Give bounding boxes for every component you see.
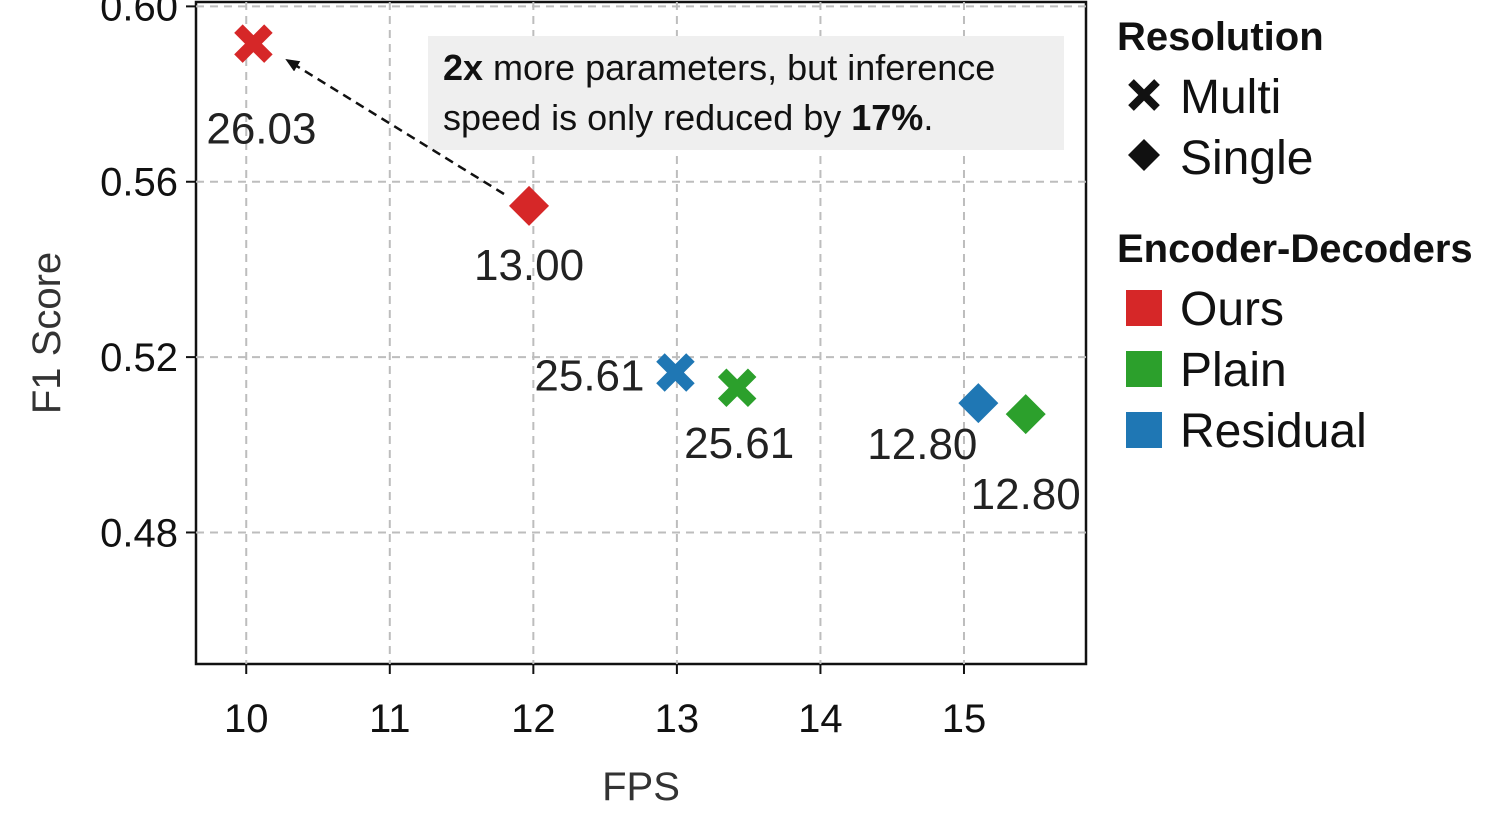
legend-single-diamond-icon — [1128, 139, 1160, 171]
legend-ours-swatch — [1126, 290, 1162, 326]
x-tick-label: 15 — [942, 697, 987, 741]
legend-label-ours: Ours — [1180, 283, 1284, 336]
annotation-line-2: speed is only reduced by 17%. — [443, 97, 933, 138]
x-tick-label: 14 — [798, 697, 843, 741]
y-tick-label: 0.48 — [100, 511, 178, 555]
legend-multi-x-icon — [1128, 79, 1160, 111]
y-axis-ticks: 0.60 0.56 0.52 0.48 — [100, 0, 196, 555]
x-tick-label: 13 — [655, 697, 700, 741]
legend-label-multi: Multi — [1180, 71, 1281, 124]
annotation-text-b: speed is only reduced by — [443, 97, 851, 138]
data-point-residual-multi — [656, 353, 695, 392]
annotation-bold-percent: 17% — [851, 97, 923, 138]
data-label-residual-multi: 25.61 — [534, 351, 644, 400]
y-axis-title: F1 Score — [25, 252, 69, 414]
data-label-residual-single: 12.80 — [867, 420, 977, 469]
annotation-bold-2x: 2x — [443, 47, 483, 88]
y-tick-label: 0.60 — [100, 0, 178, 29]
legend: Resolution Multi Single Encoder-Decoders… — [1117, 15, 1473, 458]
x-axis-ticks: 10 11 12 13 14 15 — [224, 664, 986, 741]
data-point-plain-multi — [717, 368, 757, 408]
legend-label-single: Single — [1180, 132, 1313, 185]
legend-label-residual: Residual — [1180, 405, 1367, 458]
grid — [196, 2, 1086, 664]
data-point-plain-single — [1005, 394, 1046, 435]
data-points — [234, 24, 1046, 435]
legend-plain-swatch — [1126, 351, 1162, 387]
legend-title-resolution: Resolution — [1117, 15, 1324, 59]
y-tick-label: 0.52 — [100, 336, 178, 380]
x-tick-label: 10 — [224, 697, 269, 741]
legend-title-encoder: Encoder-Decoders — [1117, 227, 1473, 271]
data-label-ours-single: 13.00 — [474, 241, 584, 290]
x-tick-label: 12 — [511, 697, 556, 741]
data-label-plain-multi: 25.61 — [684, 419, 794, 468]
legend-label-plain: Plain — [1180, 344, 1287, 397]
data-point-residual-single — [958, 383, 999, 424]
annotation-text-a: more parameters, but inference — [483, 47, 995, 88]
data-point-ours-multi — [234, 24, 273, 63]
annotation-arrow — [285, 58, 505, 196]
y-tick-label: 0.56 — [100, 161, 178, 205]
legend-residual-swatch — [1126, 412, 1162, 448]
x-axis-title: FPS — [602, 765, 680, 809]
data-label-plain-single: 12.80 — [971, 470, 1081, 519]
data-point-ours-single — [509, 185, 550, 226]
plot-frame — [194, 0, 1088, 666]
annotation-text-c: . — [923, 97, 933, 138]
annotation-line-1: 2x more parameters, but inference — [443, 47, 995, 88]
x-tick-label: 11 — [369, 697, 411, 741]
annotation-box — [428, 36, 1064, 150]
data-label-ours-multi: 26.03 — [206, 105, 316, 154]
